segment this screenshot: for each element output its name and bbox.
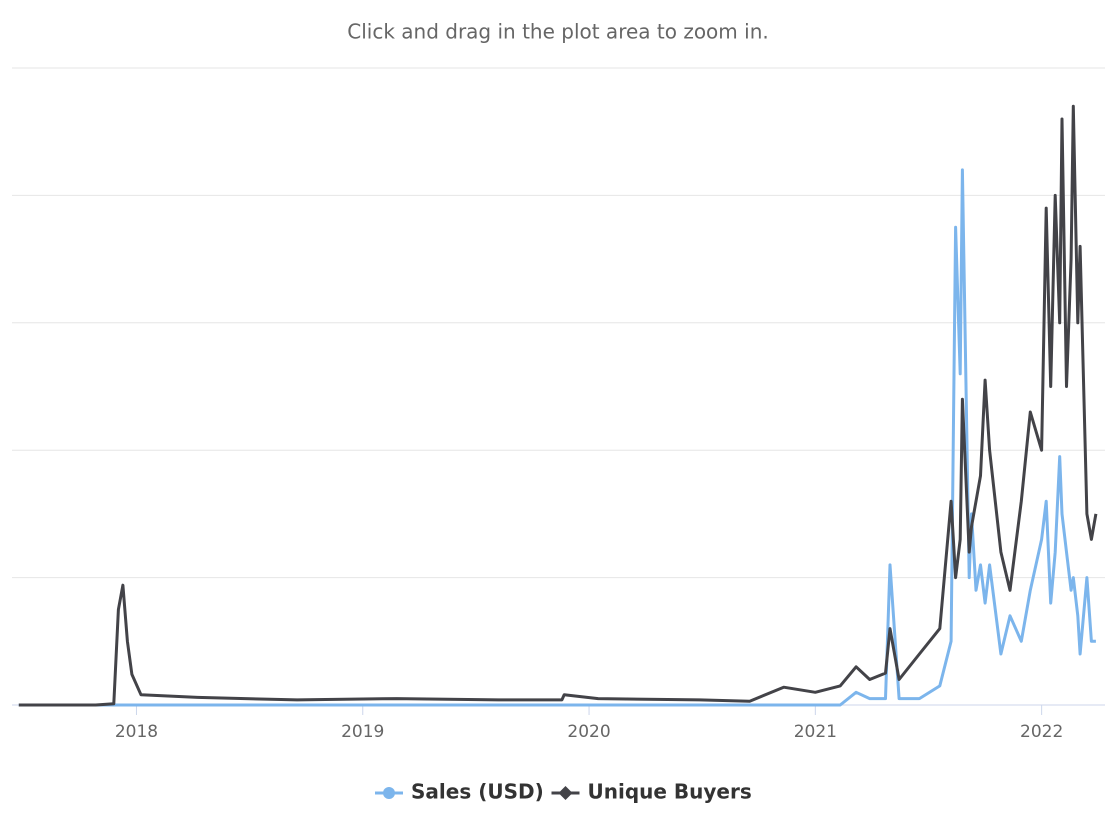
series-line — [18, 104, 1098, 707]
legend-item[interactable]: Sales (USD) — [375, 780, 544, 804]
x-tick-label: 2021 — [794, 722, 837, 742]
chart-subtitle: Click and drag in the plot area to zoom … — [347, 20, 768, 44]
legend-item[interactable]: Unique Buyers — [551, 780, 752, 804]
legend-label: Sales (USD) — [411, 780, 544, 804]
x-tick-label: 2019 — [341, 722, 384, 742]
series-line — [18, 168, 1096, 707]
legend-marker — [558, 786, 573, 800]
legend-marker — [383, 787, 395, 799]
x-tick-label: 2020 — [567, 722, 610, 742]
legend-label: Unique Buyers — [588, 780, 752, 804]
x-tick-label: 2018 — [115, 722, 158, 742]
x-tick-label: 2022 — [1020, 722, 1063, 742]
